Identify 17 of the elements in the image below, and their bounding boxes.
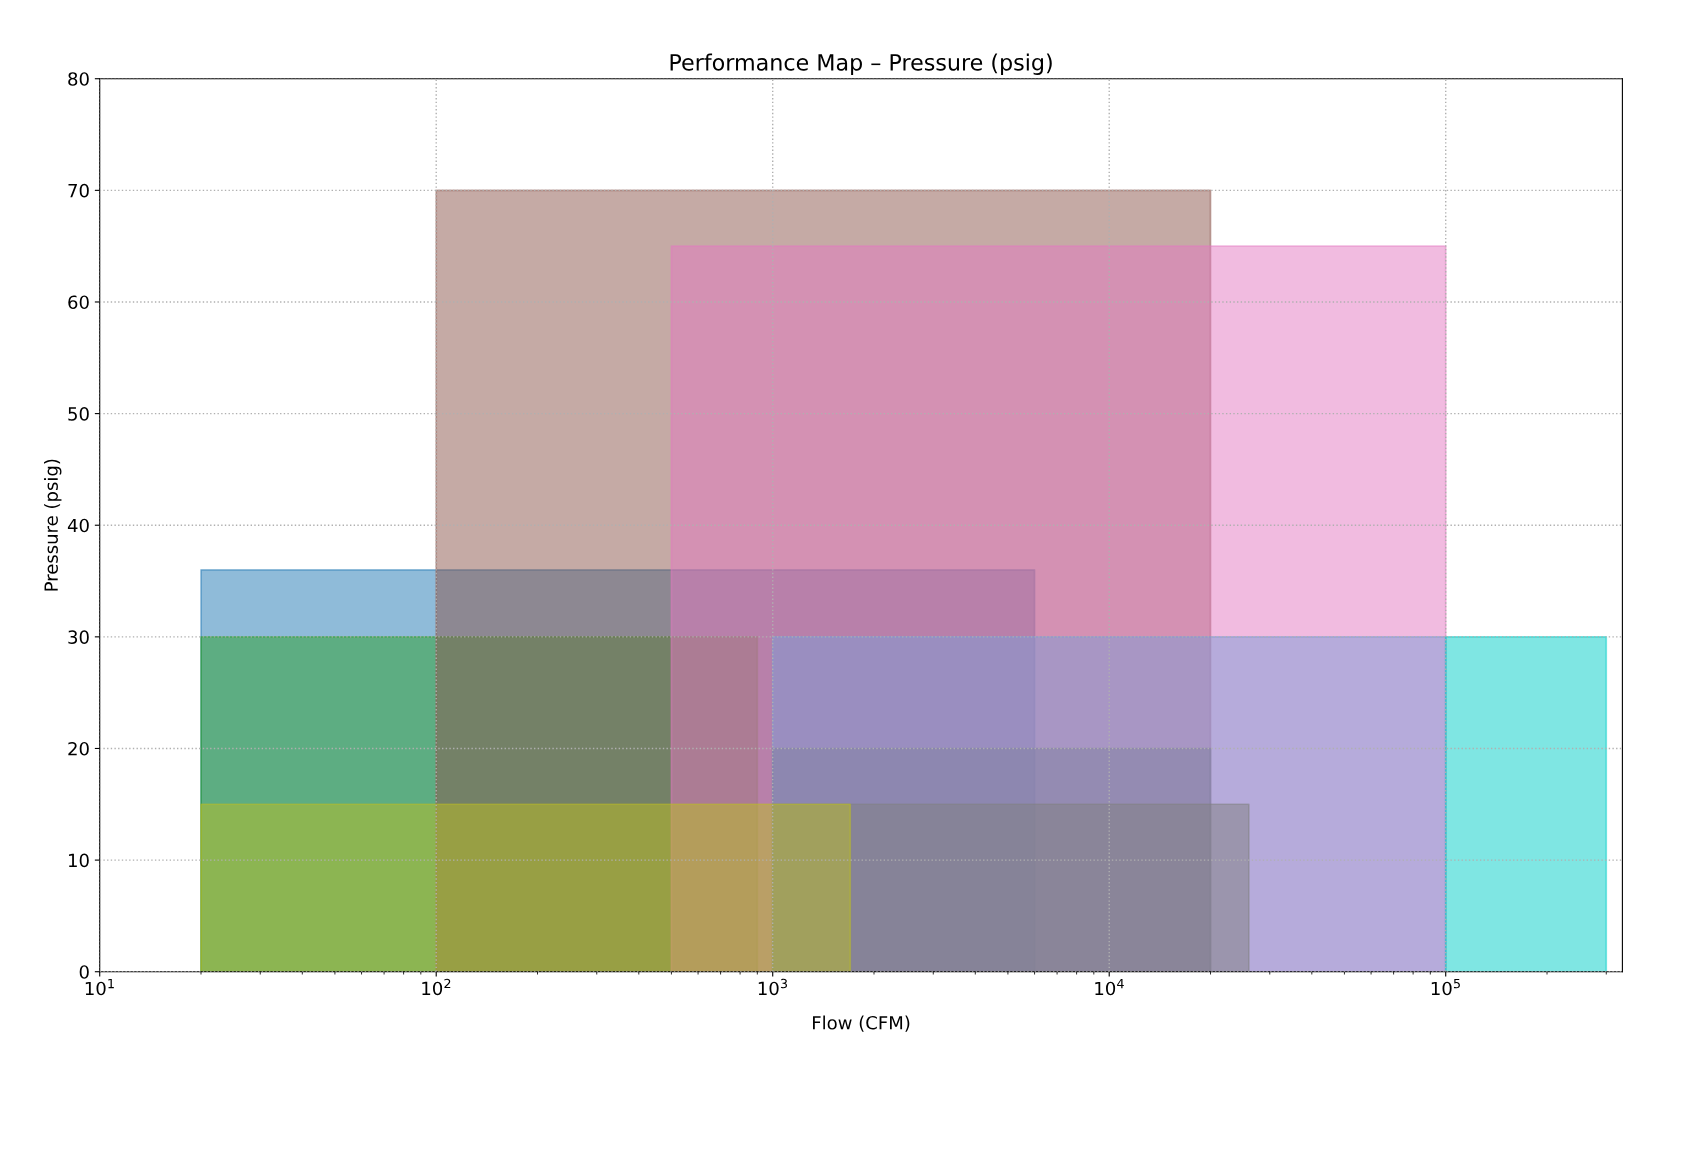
x-tick-label: 10$^{2}$	[422, 978, 451, 996]
chart-title: Performance Map – Pressure (psig)	[670, 53, 1052, 76]
x-axis-title: Flow (CFM)	[813, 1015, 910, 1032]
y-tick-label: 40	[67, 518, 89, 533]
y-tick-label: 0	[79, 965, 89, 979]
y-tick-label: 60	[68, 295, 89, 310]
y-axis-title: Pressure (psig)	[43, 459, 62, 591]
x-tick-label: 10$^{4}$	[1095, 978, 1124, 996]
y-tick-label: 30	[68, 630, 89, 644]
y-tick-label: 10	[69, 853, 89, 868]
y-tick-label: 70	[68, 183, 89, 198]
x-tick-label: 10$^{3}$	[758, 978, 787, 996]
y-tick-label: 50	[68, 407, 89, 421]
y-tick-label: 80	[68, 72, 89, 86]
x-tick-label: 10$^{5}$	[1431, 978, 1460, 996]
y-tick-label: 20	[68, 741, 89, 756]
x-tick-label: 10$^{1}$	[85, 978, 114, 996]
